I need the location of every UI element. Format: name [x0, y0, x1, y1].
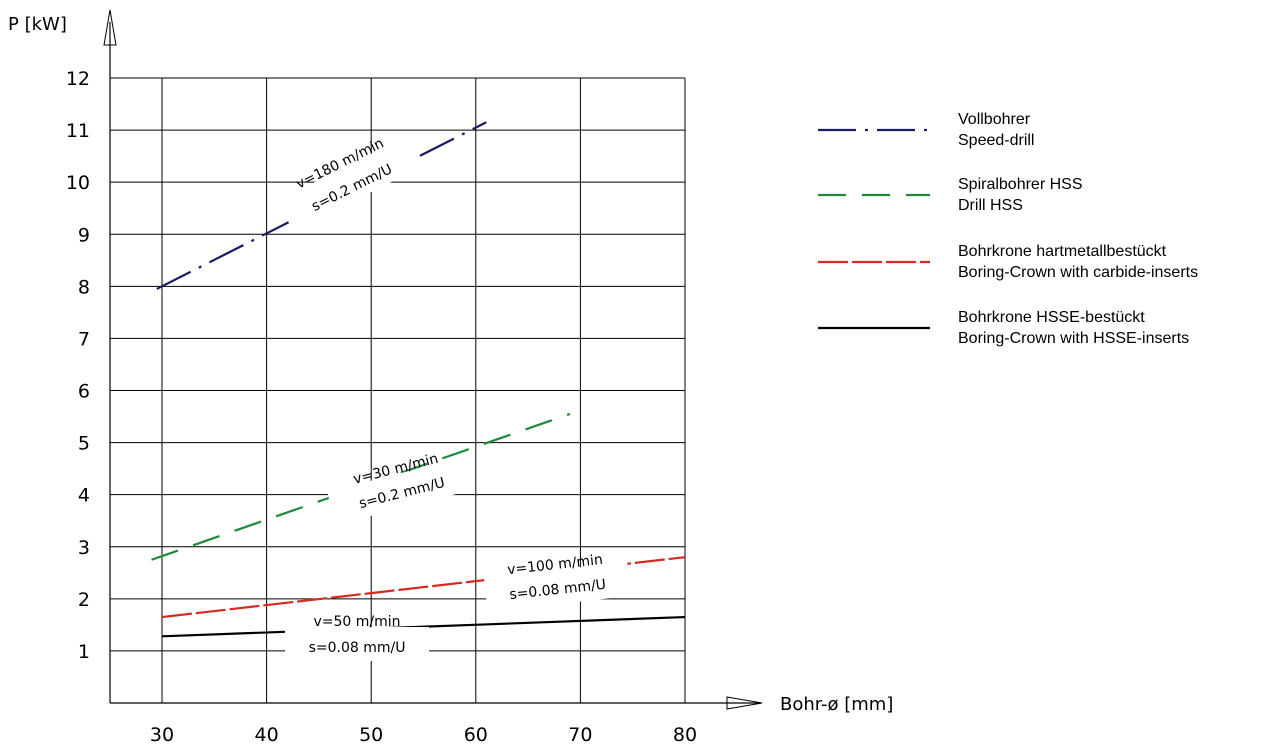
- annotation-backing: [277, 136, 422, 231]
- x-tick-label: 70: [568, 724, 592, 746]
- legend-label-de: Spiralbohrer HSS: [958, 176, 1083, 193]
- y-tick-label: 12: [66, 68, 90, 90]
- y-tick-label: 5: [78, 433, 90, 455]
- y-tick-label: 8: [78, 276, 90, 298]
- series-line-4: [161, 615, 686, 638]
- x-tick-label: 60: [464, 724, 488, 746]
- legend-label-en: Drill HSS: [958, 197, 1023, 214]
- legend-label-en: Boring-Crown with HSSE-inserts: [958, 330, 1189, 347]
- y-tick-label: 7: [78, 328, 90, 350]
- y-tick-label: 9: [78, 224, 90, 246]
- annotation-speed: v=50 m/min: [313, 614, 400, 630]
- legend-label-en: Boring-Crown with carbide-inserts: [958, 264, 1198, 281]
- y-tick-label: 1: [78, 641, 90, 663]
- y-axis-label: P [kW]: [8, 14, 67, 35]
- annotation-backing: [327, 456, 476, 525]
- x-tick-label: 30: [150, 724, 174, 746]
- y-tick-label: 4: [78, 485, 90, 507]
- legend: Vollbohrer Speed-drill Spiralbohrer HSS Dri…: [818, 111, 1198, 347]
- y-tick-label: 6: [78, 381, 90, 403]
- x-axis-arrow: [726, 696, 763, 710]
- y-tick-label: 10: [66, 172, 90, 194]
- series-line-3: [161, 556, 686, 619]
- legend-label-de: Vollbohrer: [958, 111, 1031, 128]
- x-axis-label: Bohr-ø [mm]: [780, 694, 893, 715]
- annotation-backing: [483, 562, 631, 612]
- legend-label-de: Bohrkrone hartmetallbestückt: [958, 243, 1167, 260]
- legend-label-de: Bohrkrone HSSE-bestückt: [958, 309, 1145, 326]
- x-tick-label: 50: [359, 724, 383, 746]
- grid: [110, 77, 686, 703]
- annotation-backing: [285, 627, 429, 661]
- x-tick-label: 40: [255, 724, 279, 746]
- series-lines: [151, 121, 686, 638]
- y-tick-label: 2: [78, 589, 90, 611]
- annotation-4: v=50 m/min s=0.08 mm/U: [285, 614, 429, 661]
- y-tick-label: 3: [78, 537, 90, 559]
- y-tick-label: 11: [66, 120, 90, 142]
- x-tick-label: 80: [673, 724, 697, 746]
- axes: [103, 9, 763, 710]
- y-axis-arrow: [103, 9, 117, 46]
- legend-label-en: Speed-drill: [958, 132, 1034, 149]
- annotation-feed: s=0.08 mm/U: [309, 640, 406, 656]
